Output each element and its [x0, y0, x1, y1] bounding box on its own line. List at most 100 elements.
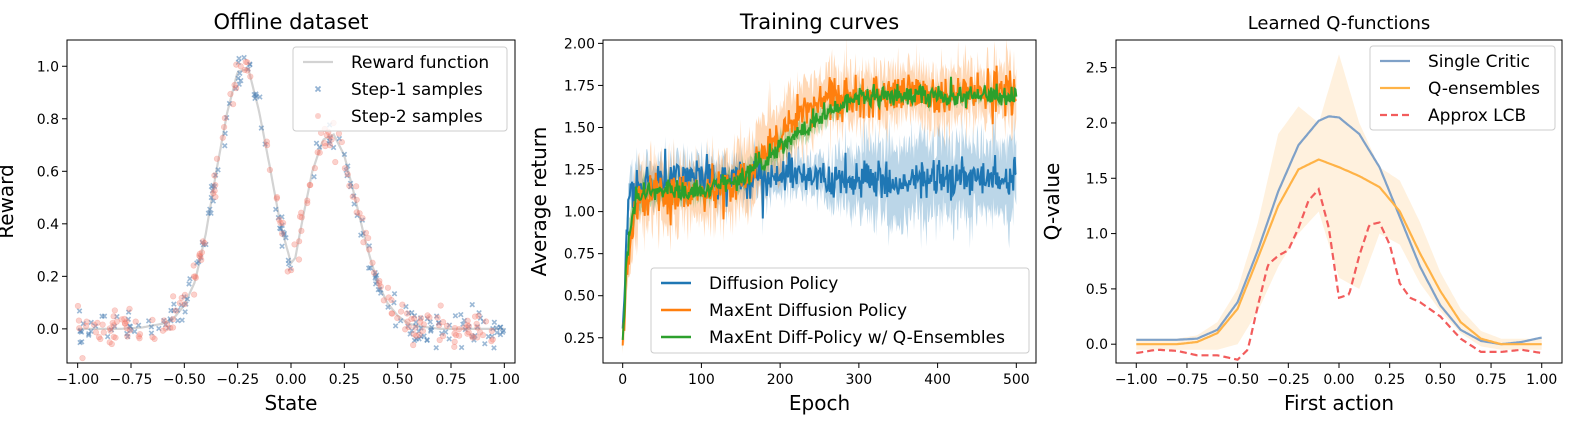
step-1-sample-point — [442, 329, 449, 335]
panel-training-curves: Training curves Epoch Average return 0 100 20… — [527, 10, 1037, 415]
step-1-sample-point — [411, 312, 418, 319]
step-1-sample-point — [435, 319, 442, 326]
step-1-sample-point — [145, 318, 152, 324]
step-2-sample-point — [110, 313, 117, 320]
step-2-sample-point — [82, 322, 90, 330]
step-2-sample-point — [436, 322, 443, 329]
step-1-sample-point — [466, 323, 472, 330]
step-2-sample-point — [341, 165, 349, 172]
step-2-sample-point — [469, 332, 476, 340]
step-2-sample-point — [276, 216, 283, 223]
step-2-sample-point — [149, 334, 156, 341]
step-2-sample-point — [151, 335, 158, 342]
step-2-sample-point — [451, 343, 458, 350]
step-1-sample-point — [114, 313, 120, 320]
step-2-sample-point — [304, 199, 311, 207]
step-2-sample-point — [135, 333, 142, 340]
step-1-sample-point — [215, 167, 221, 173]
step-1-sample-point — [403, 303, 409, 310]
series-line-single-critic — [1136, 115, 1542, 346]
step-2-sample-point — [365, 234, 372, 242]
step-1-sample-point — [135, 322, 142, 328]
step-1-sample-point — [311, 174, 317, 180]
step-2-sample-point — [74, 302, 82, 310]
step-1-sample-point — [413, 319, 419, 325]
step-1-sample-point — [480, 318, 487, 325]
step-1-sample-point — [485, 333, 492, 340]
legend-box — [1369, 45, 1556, 131]
step-2-sample-point — [465, 329, 472, 336]
step-1-sample-point — [458, 344, 465, 351]
step-2-sample-point — [323, 132, 330, 139]
step-2-sample-point — [426, 314, 433, 321]
plot-area — [621, 40, 1018, 354]
y-tick-label: 0.25 — [564, 331, 595, 347]
y-tick-label: 1.0 — [37, 59, 59, 75]
series-line-diffusion-policy — [621, 148, 1017, 329]
step-2-sample-point — [456, 332, 463, 339]
step-2-sample-point — [356, 210, 363, 217]
y-tick-label: 1.75 — [564, 78, 595, 94]
legend-label: Single Critic — [1428, 52, 1530, 72]
step-2-sample-point — [229, 101, 237, 108]
step-2-sample-point — [192, 274, 199, 281]
step-2-sample-point — [477, 329, 484, 336]
step-2-sample-point — [405, 323, 412, 331]
legend-label: Q-ensembles — [1428, 79, 1540, 99]
step-1-sample-point — [375, 286, 382, 293]
step-1-sample-point — [418, 325, 424, 331]
step-2-sample-point — [385, 294, 392, 301]
step-1-sample-point — [421, 333, 427, 339]
step-2-sample-point — [247, 73, 254, 80]
step-1-sample-point — [458, 311, 464, 318]
step-2-sample-point — [404, 318, 411, 325]
x-axis-label: State — [265, 391, 318, 415]
step-2-sample-point — [326, 133, 334, 140]
step-1-sample-point — [182, 309, 188, 315]
step-2-sample-point — [94, 319, 101, 326]
axes-frame — [66, 39, 516, 364]
step-1-sample-point — [407, 331, 413, 337]
step-1-sample-point — [241, 54, 247, 61]
step-1-sample-point — [497, 324, 503, 331]
x-tick-label: 300 — [845, 372, 872, 388]
step-1-sample-point — [80, 320, 87, 327]
x-tick-label: 500 — [1003, 372, 1030, 388]
step-1-sample-point — [148, 330, 155, 336]
step-2-sample-point — [408, 315, 415, 323]
axes-frame — [602, 39, 1037, 364]
step-1-sample-point — [199, 239, 206, 246]
step-2-sample-point — [212, 193, 219, 201]
step-1-sample-point — [344, 163, 351, 169]
step-1-sample-point — [452, 312, 459, 319]
step-2-sample-point — [121, 315, 128, 322]
step-1-sample-point — [374, 279, 380, 285]
step-1-sample-point — [236, 81, 242, 88]
step-2-sample-point — [461, 324, 468, 331]
y-tick-label: 0.5 — [1086, 282, 1108, 298]
series-line-q-ensembles — [621, 76, 1018, 340]
step-2-sample-point — [417, 315, 425, 322]
step-1-sample-point — [461, 317, 468, 324]
step-1-sample-point — [245, 66, 251, 72]
step-2-sample-point — [377, 283, 384, 290]
y-tick-label: 1.0 — [1086, 227, 1108, 243]
step-1-sample-point — [341, 151, 348, 158]
legend-box — [292, 46, 508, 132]
legend: Single Critic Q-ensembles Approx LCB — [1369, 45, 1556, 131]
legend-label: MaxEnt Diff-Policy w/ Q-Ensembles — [709, 328, 1005, 348]
step-2-sample-point — [192, 273, 199, 280]
legend-label: MaxEnt Diffusion Policy — [709, 301, 907, 321]
chart-title: Offline dataset — [214, 10, 369, 34]
step-2-sample-point — [107, 327, 114, 334]
step-2-sample-point — [191, 291, 198, 298]
x-tick-label: 0 — [618, 372, 627, 388]
y-axis-label: Average return — [527, 127, 551, 277]
step-2-sample-point — [349, 193, 356, 200]
step-2-sample-point — [416, 331, 423, 339]
step-1-sample-point — [210, 182, 216, 189]
step-2-sample-point — [121, 320, 129, 327]
step-1-sample-point — [417, 315, 424, 321]
step-2-sample-point — [263, 138, 270, 145]
plot-area — [74, 54, 507, 362]
